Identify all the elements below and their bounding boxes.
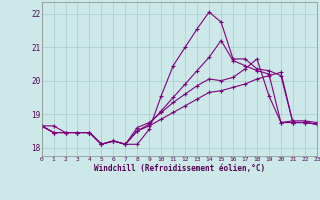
X-axis label: Windchill (Refroidissement éolien,°C): Windchill (Refroidissement éolien,°C) [94,164,265,173]
